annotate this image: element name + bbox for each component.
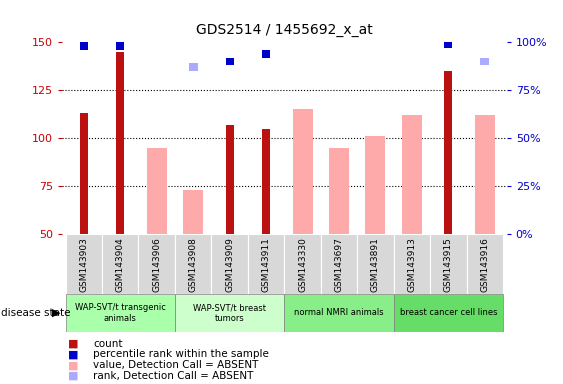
Text: normal NMRI animals: normal NMRI animals [294,308,384,318]
Bar [80,113,88,234]
Bar [262,50,270,58]
Text: ■: ■ [68,371,78,381]
Bar [394,234,430,294]
Bar [284,294,394,332]
Text: WAP-SVT/t breast
tumors: WAP-SVT/t breast tumors [193,303,266,323]
Bar [65,294,175,332]
Text: ■: ■ [68,360,78,370]
Bar [475,115,495,234]
Text: GSM143913: GSM143913 [408,237,417,292]
Bar [262,129,270,234]
Text: WAP-SVT/t transgenic
animals: WAP-SVT/t transgenic animals [75,303,166,323]
Text: GSM143903: GSM143903 [79,237,88,292]
Bar [321,234,358,294]
Text: GSM143908: GSM143908 [189,237,198,292]
Bar [147,148,167,234]
Text: GSM143697: GSM143697 [334,237,343,292]
Text: count: count [93,339,122,349]
Text: percentile rank within the sample: percentile rank within the sample [93,349,269,359]
Text: ▶: ▶ [52,308,60,318]
Text: GSM143916: GSM143916 [480,237,489,292]
Bar [248,234,284,294]
Bar [467,234,503,294]
Text: GSM143906: GSM143906 [152,237,161,292]
Bar [444,71,453,234]
Text: GSM143891: GSM143891 [371,237,380,292]
Bar [175,294,284,332]
Text: breast cancer cell lines: breast cancer cell lines [400,308,497,318]
Text: GSM143915: GSM143915 [444,237,453,292]
Bar [189,63,198,71]
Bar [430,234,467,294]
Bar [394,294,503,332]
Text: value, Detection Call = ABSENT: value, Detection Call = ABSENT [93,360,258,370]
Bar [102,234,138,294]
Bar [293,109,312,234]
Bar [138,234,175,294]
Bar [365,136,386,234]
Bar [80,42,88,50]
Text: rank, Detection Call = ABSENT: rank, Detection Call = ABSENT [93,371,253,381]
Bar [175,234,211,294]
Title: GDS2514 / 1455692_x_at: GDS2514 / 1455692_x_at [196,23,373,37]
Bar [116,42,124,50]
Text: GSM143909: GSM143909 [225,237,234,292]
Bar [358,234,394,294]
Text: GSM143904: GSM143904 [116,237,125,292]
Text: GSM143911: GSM143911 [262,237,271,292]
Bar [183,190,203,234]
Bar [211,234,248,294]
Bar [226,58,234,65]
Bar [116,52,124,234]
Bar [329,148,349,234]
Bar [226,125,234,234]
Text: disease state: disease state [1,308,70,318]
Bar [480,58,489,65]
Text: ■: ■ [68,339,78,349]
Text: GSM143330: GSM143330 [298,237,307,292]
Text: ■: ■ [68,349,78,359]
Bar [444,40,453,48]
Bar [284,234,321,294]
Bar [65,234,102,294]
Bar [402,115,422,234]
